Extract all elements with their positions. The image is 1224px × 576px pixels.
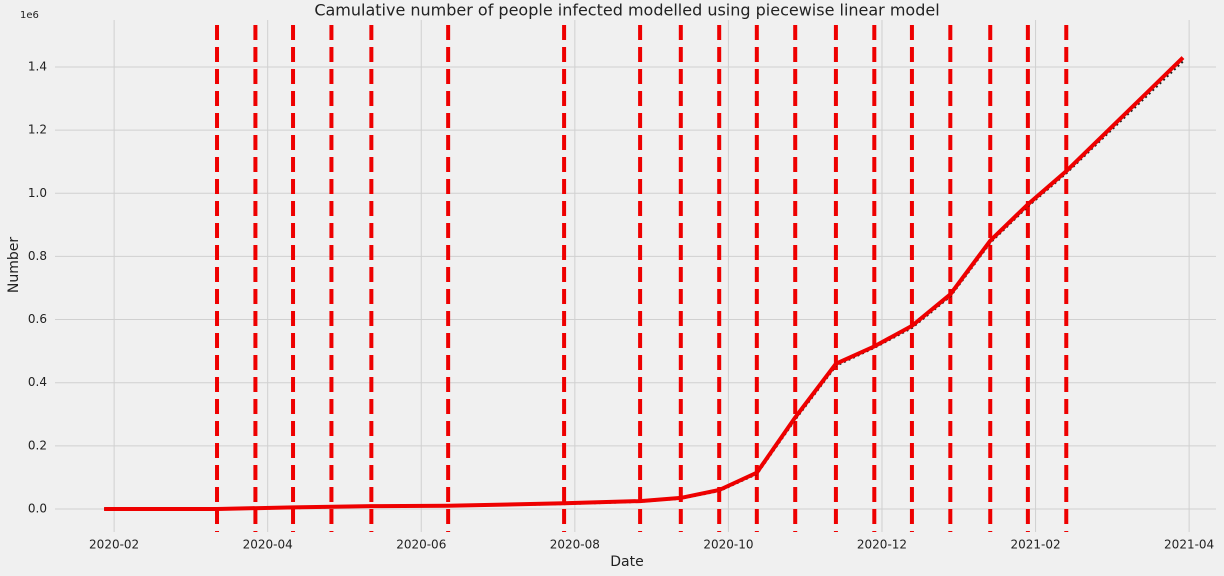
x-axis-label: Date xyxy=(610,554,643,570)
observed-line xyxy=(104,59,1185,511)
x-tick-label: 2020-10 xyxy=(703,538,753,552)
y-offset-label: 1e6 xyxy=(20,10,39,21)
y-tick-label: 0.0 xyxy=(28,501,47,515)
y-tick-label: 1.0 xyxy=(28,186,47,200)
chart-title: Camulative number of people infected mod… xyxy=(314,1,939,20)
y-tick-label: 0.4 xyxy=(28,375,47,389)
x-tick-label: 2021-02 xyxy=(1010,538,1060,552)
x-tick-label: 2021-04 xyxy=(1164,538,1214,552)
y-tick-label: 0.2 xyxy=(28,438,47,452)
x-tick-label: 2020-12 xyxy=(857,538,907,552)
y-tick-label: 1.4 xyxy=(28,60,47,74)
y-tick-label: 0.6 xyxy=(28,312,47,326)
y-axis-label: Number xyxy=(6,237,22,293)
x-tick-label: 2020-02 xyxy=(89,538,139,552)
model-line xyxy=(104,56,1185,511)
y-tick-label: 1.2 xyxy=(28,123,47,137)
x-tick-label: 2020-06 xyxy=(396,538,446,552)
x-tick-label: 2020-08 xyxy=(550,538,600,552)
x-tick-label: 2020-04 xyxy=(243,538,293,552)
y-tick-label: 0.8 xyxy=(28,249,47,263)
